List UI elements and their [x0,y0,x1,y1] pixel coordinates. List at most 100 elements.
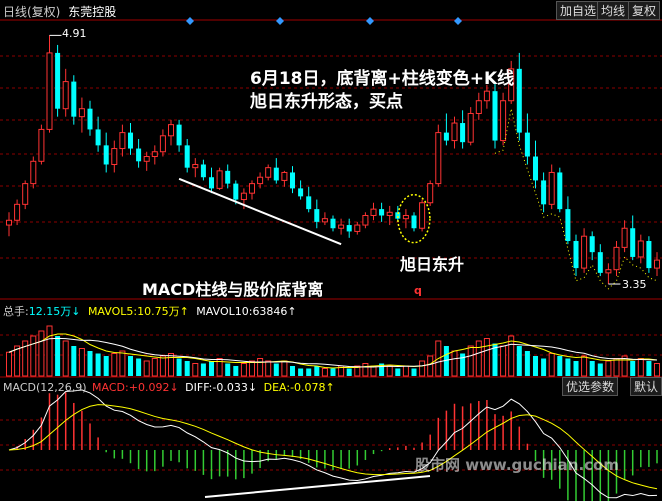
volume-bar [573,361,579,376]
default-params-button[interactable]: 默认 [630,377,662,396]
volume-bar [143,360,150,377]
candle-body [435,132,442,185]
candle-body [621,227,628,248]
candle-body [38,128,45,162]
volume-bar [78,348,85,377]
candle-body [557,172,563,210]
candle-body [30,160,37,185]
candle-body [443,132,449,141]
candle-body [419,202,426,229]
marker-q: q [414,284,422,297]
volume-bar [233,366,239,376]
volume-bar [630,361,636,376]
event-diamond-icon [366,17,374,25]
stock-name: 东莞控股 [68,5,117,19]
candle-body [548,171,555,205]
candle-body [176,124,182,146]
diff-value: -0.033↓ [212,381,258,394]
volume-bar [151,358,158,377]
volume-bar [541,358,547,376]
volume-bar [314,366,320,376]
volume-bar [597,363,603,376]
volume-bar [216,358,223,377]
volume-bar [395,368,401,376]
volume-bar [159,355,166,377]
volume-bar [46,325,53,377]
candle-body [395,212,401,219]
moving-average-button[interactable]: 均线 [597,1,630,20]
volume-bar [192,363,199,377]
candle-body [184,145,190,168]
volume-bar [492,343,498,376]
candle-body [248,183,256,194]
support-dotted-line [494,108,658,290]
volume-bar [240,363,247,377]
total-volume-value: 12.15万↓ [28,305,81,318]
volume-bar [524,351,530,376]
candle-body [370,208,377,216]
candle-body [646,240,652,269]
mavol5-line [8,333,658,369]
dea-line [8,404,658,490]
volume-bar [419,360,426,377]
volume-info: 总手:12.15万↓ MAVOL5:10.75万↑ MAVOL10:63846↑ [3,303,297,319]
volume-bar [516,346,522,376]
candle-body [460,123,466,143]
volume-bar [354,365,361,377]
volume-bar [30,335,37,377]
volume-bar [532,356,539,376]
candle-body [95,129,101,146]
candle-body [500,100,507,142]
candle-body [5,219,13,226]
volume-bar [589,361,595,376]
candle-body [508,68,515,102]
chart-title: 日线(复权) 东莞控股 [3,3,116,20]
candle-body [306,196,312,210]
volume-bar [136,358,142,376]
candle-body [402,214,409,220]
watermark: 股市网 www.guchian.com [415,456,619,474]
candle-body [298,188,304,197]
volume-bar [653,363,661,377]
event-diamond-icon [454,17,462,25]
volume-bar [475,340,482,377]
volume-bar [5,351,13,377]
mavol10-line [8,337,658,368]
buy-point-annotation-line1: 6月18日，底背离+柱线变色+K线 [250,69,515,89]
volume-bar [330,368,336,376]
volume-bar [208,361,215,376]
candle-body [240,192,247,201]
candle-body [379,209,385,216]
candle-body [192,163,199,169]
volume-bar [443,346,449,376]
candle-body [103,145,109,165]
candle-body [451,122,458,142]
volume-bar [111,353,118,377]
add-watchlist-button[interactable]: 加自选 [556,1,601,20]
candle-body [605,269,612,274]
macd-divergence-line [204,475,431,498]
candle-body [46,52,53,130]
candle-body [362,214,369,226]
volume-bar [346,368,352,376]
diff-label: DIFF: [185,381,213,394]
optimize-params-button[interactable]: 优选参数 [562,377,619,396]
volume-bar [508,335,515,377]
candle-body [467,112,474,143]
volume-bar [483,338,490,377]
candle-body [386,211,393,216]
price-adjust-button[interactable]: 复权 [628,1,661,20]
sunrise-annotation: 旭日东升 [400,255,465,274]
candle-body [78,108,85,118]
volume-bar [87,351,93,376]
candle-body [225,170,231,184]
candle-body [524,132,530,157]
candle-body [589,236,595,253]
volume-bar [379,363,385,376]
candle-body [71,81,77,117]
candle-body [483,90,490,102]
volume-bar [605,360,612,377]
volume-bar [200,363,206,376]
volume-bar [637,358,644,377]
